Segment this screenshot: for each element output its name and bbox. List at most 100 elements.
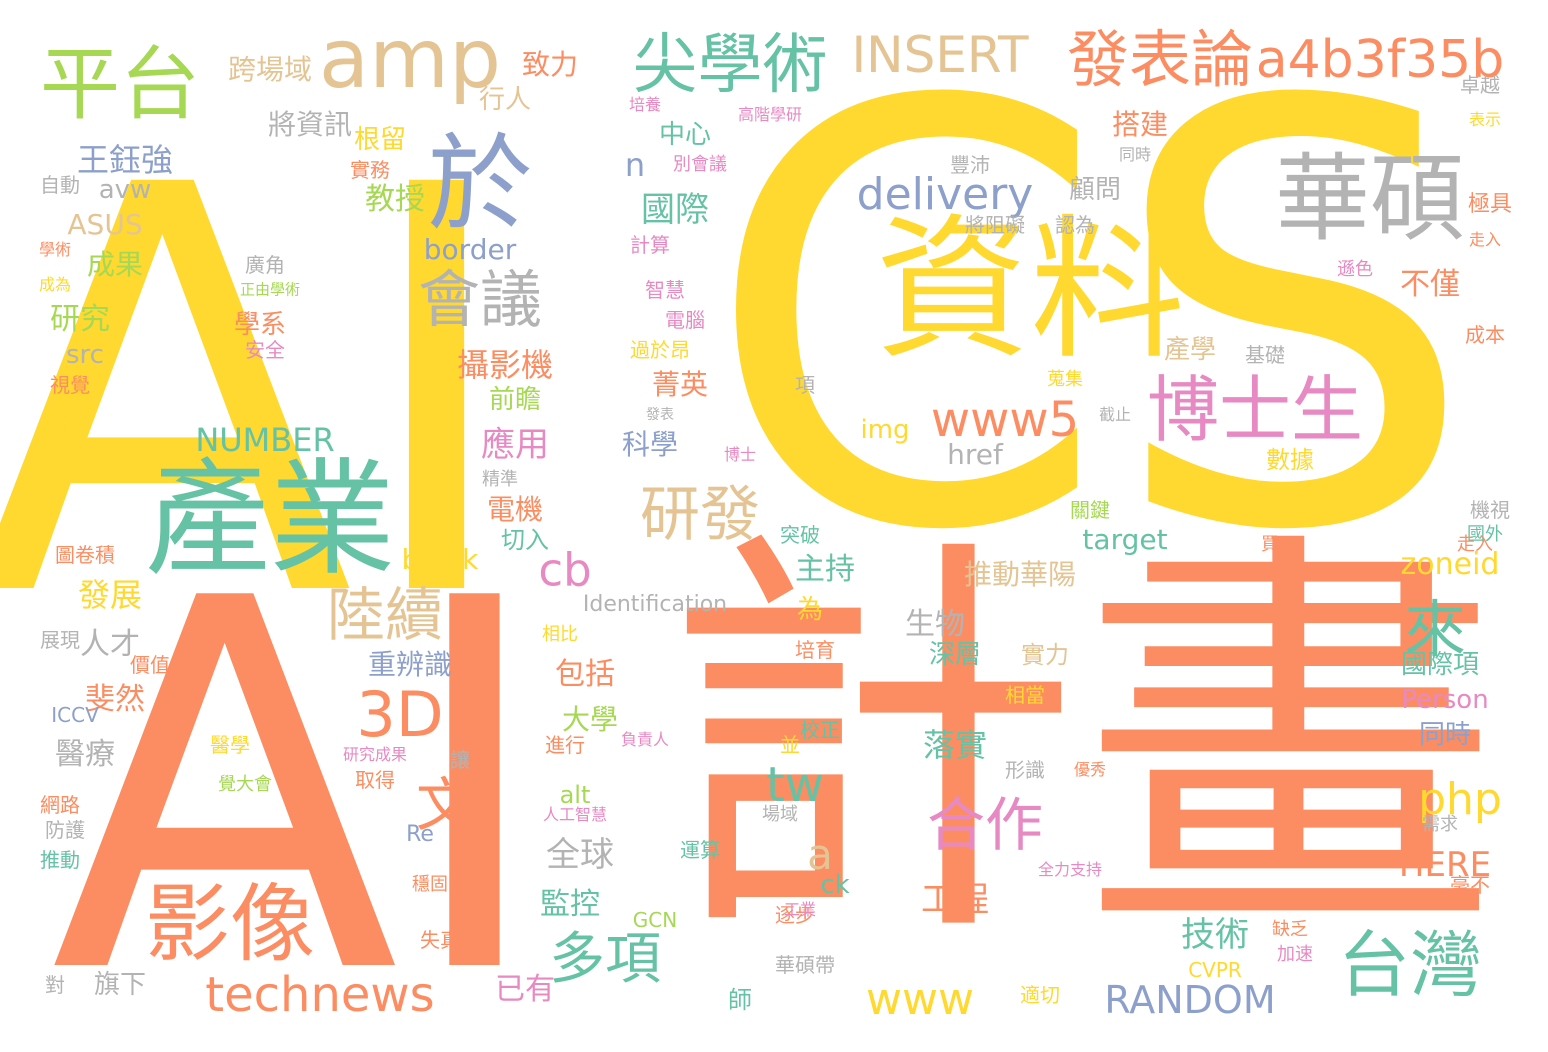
word: 人才	[80, 627, 140, 662]
word: 合作	[926, 791, 1044, 859]
word: 優秀	[1073, 760, 1107, 779]
word: 卓越	[1460, 73, 1500, 97]
word: 電機	[486, 493, 544, 526]
word: www	[866, 974, 974, 1025]
word: 培養	[628, 95, 662, 114]
word: 全球	[546, 835, 614, 875]
word: 認為	[1055, 213, 1095, 237]
word: 師	[728, 986, 752, 1014]
word: a	[807, 830, 833, 879]
word: 發表	[646, 407, 674, 423]
word: 博士	[723, 445, 757, 464]
word: 搭建	[1111, 108, 1169, 141]
word: php	[1418, 774, 1502, 825]
word: 相比	[542, 624, 578, 645]
word: 技術	[1181, 915, 1249, 955]
word: 毫不	[1450, 873, 1490, 897]
word: 上	[1406, 414, 1424, 435]
word: 失真	[420, 928, 460, 952]
word: 博士生	[1146, 368, 1364, 452]
word: 影像	[144, 875, 316, 975]
word: 為	[796, 595, 824, 625]
word: 形識	[1005, 758, 1045, 782]
word: HERE	[1398, 845, 1492, 885]
word: href	[947, 438, 1003, 471]
word: 產學	[1163, 335, 1217, 365]
word: 攝影機	[456, 346, 554, 384]
word: 高階學研	[737, 105, 803, 124]
word: 數據	[1266, 446, 1314, 474]
word: 切入	[501, 526, 549, 554]
word: 尖學術	[632, 27, 828, 103]
word: alt	[559, 781, 591, 809]
word: 行人	[478, 85, 532, 115]
word: 陸續	[326, 581, 444, 649]
word: 將阻礙	[965, 213, 1025, 237]
word: 遜色	[1337, 259, 1373, 280]
word: 菁英	[651, 368, 709, 401]
word: Identification	[582, 592, 728, 617]
word: 大學	[561, 703, 619, 736]
word: blank	[401, 543, 479, 576]
word: www5	[930, 392, 1080, 448]
word: 校正	[800, 718, 840, 742]
word: 研究成果	[342, 745, 408, 764]
word: 科學	[621, 428, 679, 461]
word: 研發	[640, 480, 760, 550]
word: ck	[820, 870, 850, 900]
word: cb	[538, 543, 592, 597]
word: 進行	[545, 733, 585, 757]
word: avw	[98, 175, 152, 205]
word: amp	[318, 12, 502, 107]
word: 展現	[40, 628, 80, 652]
word: 走入	[1468, 230, 1502, 249]
word: GCN	[632, 908, 678, 932]
word: 已有	[495, 972, 555, 1007]
word: 應用	[481, 425, 549, 465]
word: 主持	[795, 552, 855, 587]
word: 人工智慧	[542, 805, 608, 824]
word: 適切	[1020, 983, 1060, 1007]
word: 深層	[928, 640, 982, 670]
word: 過於昂	[630, 338, 690, 362]
word: zoneid	[1400, 547, 1500, 582]
word: 根留	[353, 125, 407, 155]
word: 會議	[417, 263, 543, 336]
word: 對	[45, 973, 65, 997]
word: 逐步	[775, 903, 815, 927]
word: AI	[50, 493, 550, 1052]
word: 研究	[50, 302, 110, 337]
word: 推動華陽	[963, 558, 1077, 591]
word: 場域	[762, 804, 798, 825]
word: CVPR	[1188, 958, 1242, 982]
word: 重辨識	[367, 648, 453, 681]
word: 實力	[1021, 641, 1069, 669]
word: 圖卷積	[55, 543, 115, 567]
word: 華碩	[1274, 144, 1466, 255]
word: AI	[0, 69, 520, 721]
word: border	[423, 233, 517, 266]
word: INSERT	[851, 26, 1029, 84]
word: 負責人	[620, 730, 670, 749]
word: 網路	[40, 793, 80, 817]
word: tw	[765, 757, 825, 813]
word: 落實	[922, 726, 988, 764]
word: 顧問	[1068, 175, 1122, 205]
word: src	[66, 340, 104, 370]
word: 視覺	[50, 373, 90, 397]
word: 計算	[630, 233, 670, 257]
word: 斐然	[85, 682, 145, 717]
word: 包括	[555, 657, 615, 692]
word: img	[860, 415, 910, 445]
word: 截止	[1098, 405, 1132, 424]
word: 計畫	[660, 500, 1500, 989]
word: 取得	[355, 768, 395, 792]
word: Person	[1401, 685, 1489, 715]
word: 買	[1261, 534, 1279, 555]
word: 電腦	[665, 308, 705, 332]
word: 全力支持	[1037, 860, 1103, 879]
word: RANDOM	[1104, 978, 1276, 1022]
word: 於	[427, 123, 533, 246]
word: ASUS	[67, 208, 143, 241]
